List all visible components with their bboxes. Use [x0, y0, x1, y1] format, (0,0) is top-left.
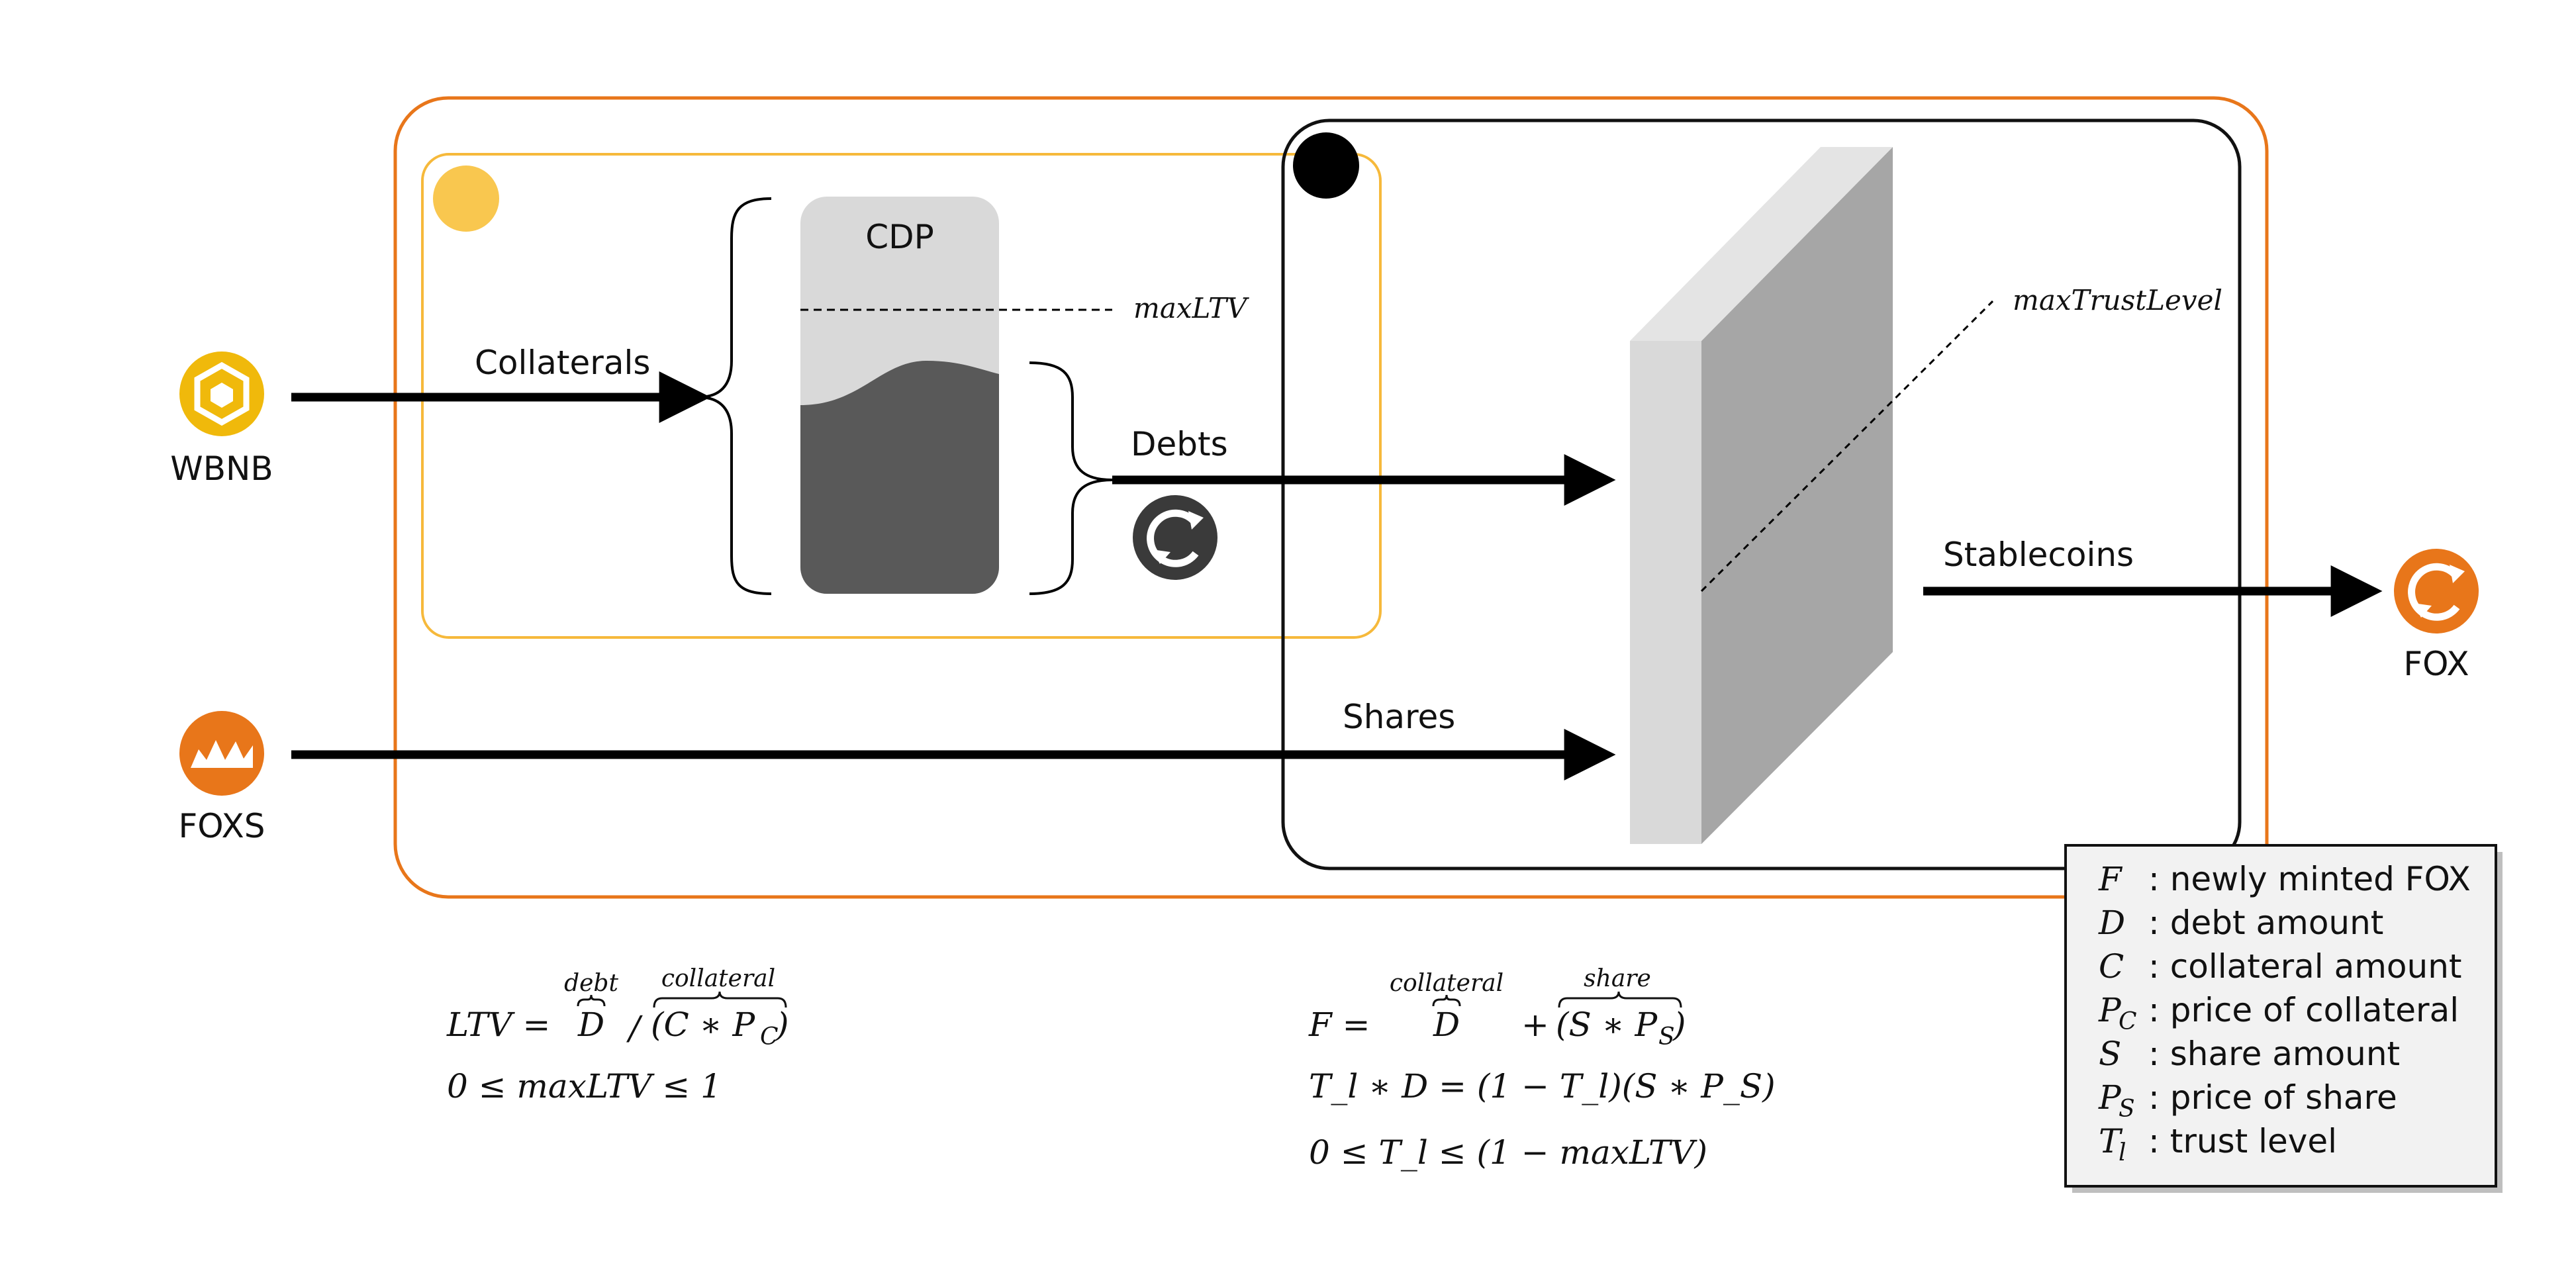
legend-symbol: P — [2098, 1078, 2122, 1117]
foxs-label: FOXS — [179, 807, 265, 845]
legend-symbol-subscript: l — [2119, 1139, 2126, 1166]
mint-lhs: F = — [1308, 1006, 1370, 1044]
mint-collateral-brace-label: collateral — [1390, 970, 1503, 997]
mint-share-close: ) — [1672, 1006, 1686, 1044]
legend: F : newly minted FOX D : debt amount C : coll… — [2064, 844, 2503, 1193]
debt-badge — [1133, 495, 1217, 580]
legend-row: Tl : trust level — [2099, 1122, 2337, 1166]
legend-description: : share amount — [2148, 1035, 2400, 1073]
mint-debt-var: D — [1433, 1006, 1460, 1044]
legend-row: PC : price of collateral — [2098, 991, 2459, 1035]
legend-row: S : share amount — [2099, 1035, 2400, 1073]
legend-description: : trust level — [2148, 1122, 2337, 1160]
mint-share-expr: (S ∗ P — [1556, 1006, 1658, 1044]
legend-row: PS : price of share — [2098, 1078, 2397, 1123]
legend-box — [2064, 844, 2497, 1188]
mint-plus: + — [1521, 1006, 1549, 1044]
legend-description: : price of share — [2148, 1078, 2397, 1117]
ltv-formula: LTV = debt D / collateral (C ∗ P C ) 0 ≤… — [446, 965, 789, 1105]
legend-symbol: P — [2098, 991, 2122, 1029]
legend-description: : newly minted FOX — [2148, 860, 2471, 898]
legend-description: : collateral amount — [2148, 947, 2462, 986]
ltv-collateral-sub: C — [760, 1023, 779, 1051]
system-boundary-box — [393, 96, 2269, 899]
trust-equation: T_l ∗ D = (1 − T_l)(S ∗ P_S) — [1309, 1067, 1776, 1105]
wbnb-token: WBNB — [170, 351, 273, 488]
mint-formula: F = collateral D + share (S ∗ P S ) T_l … — [1308, 965, 1776, 1172]
legend-row: C : collateral amount — [2099, 947, 2462, 986]
cdp-module-dot — [433, 165, 499, 232]
fox-token: FOX — [2394, 549, 2479, 683]
wbnb-label: WBNB — [170, 449, 273, 488]
debt-fill — [800, 361, 999, 594]
cdp-title: CDP — [865, 218, 934, 256]
ltv-slash: / — [626, 1009, 643, 1047]
ltv-debt-var: D — [577, 1006, 604, 1044]
ltv-range: 0 ≤ maxLTV ≤ 1 — [447, 1067, 722, 1105]
mint-share-sub: S — [1658, 1023, 1675, 1051]
ltv-debt-brace-label: debt — [564, 970, 618, 997]
legend-description: : debt amount — [2148, 904, 2383, 942]
legend-row: F : newly minted FOX — [2098, 860, 2471, 898]
trust-module-dot — [1293, 132, 1359, 199]
trust-slab — [1630, 147, 1893, 844]
ltv-collateral-brace-label: collateral — [661, 965, 775, 992]
shares-label: Shares — [1343, 698, 1455, 736]
max-ltv-label: maxLTV — [1133, 292, 1249, 324]
mint-share-brace-label: share — [1584, 965, 1651, 992]
cdp-vault: CDP — [800, 197, 999, 594]
legend-symbol: F — [2098, 860, 2123, 898]
max-trust-line — [1700, 300, 1994, 592]
debt-brace — [1029, 361, 1113, 595]
legend-symbol-subscript: S — [2119, 1096, 2135, 1123]
max-trust-label: maxTrustLevel — [2013, 284, 2222, 316]
debts-label: Debts — [1131, 425, 1228, 463]
legend-symbol-subscript: C — [2119, 1008, 2137, 1035]
legend-symbol: S — [2099, 1035, 2121, 1073]
trust-range: 0 ≤ T_l ≤ (1 − maxLTV) — [1309, 1133, 1707, 1172]
collateral-brace — [698, 197, 772, 595]
legend-symbol: C — [2099, 947, 2124, 986]
legend-symbol: T — [2099, 1122, 2123, 1160]
stablecoins-label: Stablecoins — [1943, 536, 2134, 574]
foxs-token: FOXS — [179, 711, 265, 845]
legend-symbol: D — [2098, 904, 2125, 942]
legend-description: : price of collateral — [2148, 991, 2459, 1029]
legend-row: D : debt amount — [2098, 904, 2383, 942]
ltv-collateral-expr: (C ∗ P — [651, 1006, 756, 1044]
ltv-lhs: LTV = — [446, 1006, 550, 1044]
trust-module-box — [1281, 118, 2242, 870]
ltv-collateral-close: ) — [775, 1006, 789, 1044]
fox-label: FOX — [2403, 645, 2469, 683]
collaterals-label: Collaterals — [475, 344, 650, 382]
